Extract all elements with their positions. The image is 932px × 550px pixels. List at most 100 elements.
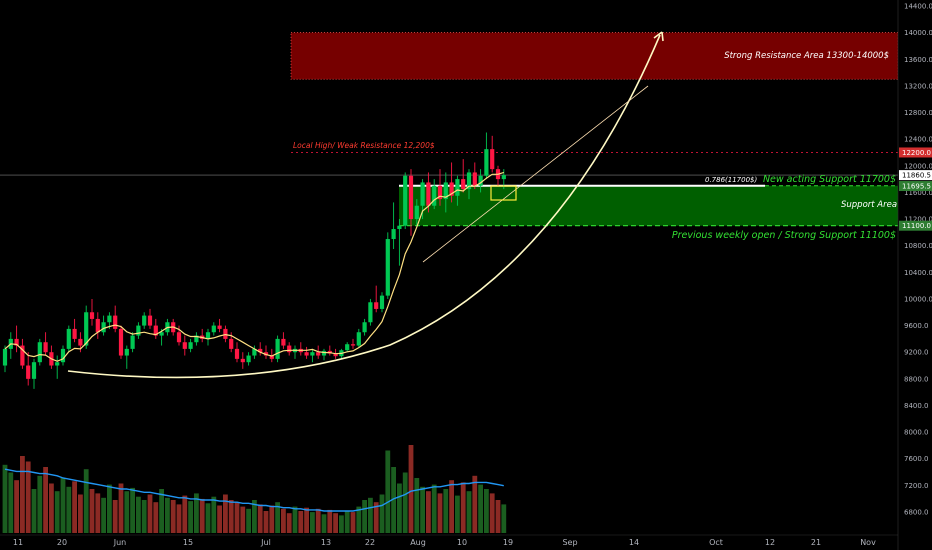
volume-bar bbox=[165, 497, 170, 533]
volume-ma-line bbox=[4, 468, 504, 512]
trend-line bbox=[422, 85, 649, 263]
candle-body bbox=[118, 328, 124, 356]
volume-bar bbox=[124, 491, 130, 533]
candle-body bbox=[60, 348, 66, 363]
volume-bar bbox=[321, 514, 327, 533]
candle-body bbox=[490, 149, 495, 170]
volume-bar bbox=[170, 500, 176, 533]
candle-body bbox=[66, 328, 71, 349]
candle-body bbox=[223, 328, 228, 339]
price-tick-label: 11200.0 bbox=[904, 216, 932, 224]
candle-body bbox=[78, 338, 83, 346]
candle-body bbox=[432, 185, 437, 206]
candle-body bbox=[263, 352, 269, 356]
volume-bar bbox=[153, 502, 159, 533]
candle-body bbox=[385, 239, 390, 296]
candle-body bbox=[188, 342, 193, 349]
volume-bars bbox=[2, 445, 507, 533]
volume-bar bbox=[484, 489, 489, 533]
volume-bar bbox=[431, 484, 437, 533]
volume-bar bbox=[379, 494, 385, 533]
price-tick-label: 10000.0 bbox=[904, 295, 932, 303]
time-tick-label: 15 bbox=[183, 538, 193, 547]
price-tick-label: 12400.0 bbox=[904, 136, 932, 144]
candle-body bbox=[130, 335, 135, 349]
price-tick-label: 8000.0 bbox=[904, 429, 929, 437]
candle-body bbox=[182, 342, 187, 349]
candle-body bbox=[472, 172, 477, 186]
volume-bar bbox=[350, 512, 356, 533]
time-tick-label: Oct bbox=[709, 538, 723, 547]
volume-bar bbox=[478, 484, 483, 533]
candle-body bbox=[136, 325, 141, 336]
volume-bar bbox=[25, 461, 31, 533]
volume-bar bbox=[344, 511, 350, 533]
candle-body bbox=[316, 352, 321, 356]
time-tick-label: 14 bbox=[629, 538, 639, 547]
volume-bar bbox=[275, 502, 280, 533]
time-axis[interactable]: 11 20 Jun 15 Jul 13 22 Aug 10 19 Sep 14 Oct 12 21 Nov bbox=[0, 534, 898, 547]
volume-bar bbox=[281, 508, 286, 533]
volume-bar bbox=[246, 508, 251, 533]
volume-bar bbox=[362, 500, 367, 533]
volume-bar bbox=[333, 513, 338, 533]
candle-body bbox=[211, 325, 216, 333]
support-area-zone bbox=[399, 185, 898, 226]
price-tick-label: 13200.0 bbox=[904, 82, 932, 90]
price-label-text: 11695.5 bbox=[902, 183, 931, 191]
candle-body bbox=[246, 355, 251, 363]
volume-bar bbox=[66, 486, 72, 533]
candle-body bbox=[455, 179, 460, 196]
volume-bar bbox=[118, 483, 124, 533]
candle-body bbox=[345, 344, 350, 351]
local-high-label: Local High/ Weak Resistance 12,200$ bbox=[293, 141, 435, 150]
candle-body bbox=[229, 338, 234, 349]
candle-body bbox=[55, 362, 60, 366]
candle-body bbox=[142, 315, 147, 326]
candle-body bbox=[2, 348, 8, 366]
candle-body bbox=[20, 345, 25, 366]
price-tick-label: 8400.0 bbox=[904, 402, 929, 410]
candle-body bbox=[101, 322, 106, 333]
volume-bar bbox=[182, 495, 188, 533]
price-tick-label: 14000.0 bbox=[904, 29, 932, 37]
price-tick-label: 9600.0 bbox=[904, 322, 929, 330]
price-tick-label: 12000.0 bbox=[904, 162, 932, 170]
volume-bar bbox=[327, 509, 333, 533]
candle-body bbox=[159, 332, 164, 336]
price-label-badge bbox=[899, 181, 932, 192]
candle-body bbox=[124, 348, 129, 356]
volume-bar bbox=[391, 467, 396, 533]
price-tick-label: 6800.0 bbox=[904, 509, 929, 517]
zones-layer bbox=[0, 32, 899, 227]
volume-bar bbox=[8, 472, 14, 533]
volume-bar bbox=[501, 504, 507, 533]
volume-bar bbox=[211, 496, 217, 533]
volume-bar bbox=[159, 489, 164, 533]
overlays bbox=[4, 31, 664, 379]
price-axis[interactable]: 14400.0 14000.0 13600.0 13200.0 12800.0 12400… bbox=[897, 0, 932, 550]
volume-bar bbox=[460, 482, 466, 533]
new-support-label: New acting Support 11700$ bbox=[763, 174, 896, 185]
volume-bar bbox=[112, 500, 118, 533]
support-area-label: Support Area bbox=[841, 200, 897, 210]
volume-bar bbox=[310, 512, 315, 533]
candle-body bbox=[43, 342, 48, 353]
candle-body bbox=[234, 348, 240, 359]
time-tick-label: 22 bbox=[365, 538, 375, 547]
candle-body bbox=[379, 295, 385, 309]
price-label-badge bbox=[899, 170, 932, 181]
volume-bar bbox=[269, 505, 275, 533]
highlight-box bbox=[490, 185, 517, 201]
candle-body bbox=[461, 179, 466, 190]
volume-bar bbox=[43, 467, 48, 533]
candle-body bbox=[443, 182, 448, 200]
time-tick-label: Aug bbox=[410, 538, 426, 547]
time-tick-label: 21 bbox=[811, 538, 821, 547]
candle-body bbox=[368, 302, 373, 323]
candle-body bbox=[153, 325, 158, 336]
volume-bar bbox=[141, 500, 147, 533]
volume-bar bbox=[49, 483, 54, 533]
candle-body bbox=[14, 338, 19, 346]
